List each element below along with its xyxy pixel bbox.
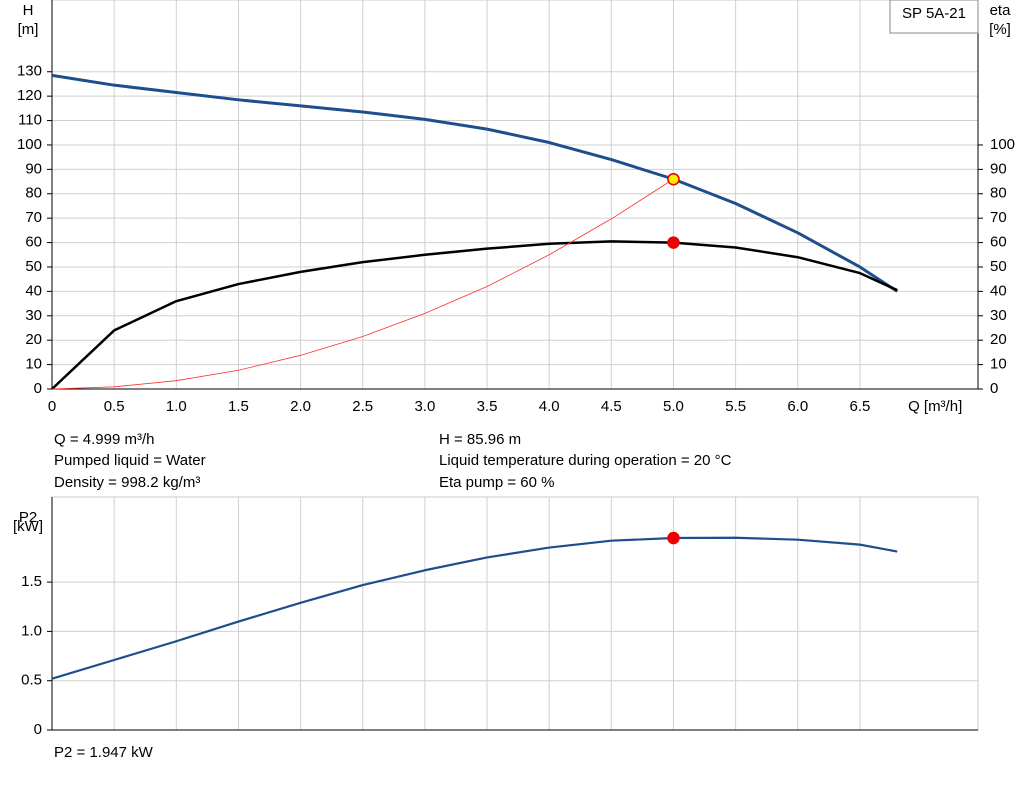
x-tick-label: 5.5	[725, 398, 746, 415]
series-line	[51, 178, 674, 390]
x-tick-label: 0	[48, 398, 56, 415]
plot-area	[51, 496, 979, 731]
info-text: Q = 4.999 m³/h	[54, 431, 154, 448]
x-tick-label: 1.5	[228, 398, 249, 415]
y-axis-label: P2	[19, 509, 37, 526]
y2-tick-label: 50	[990, 258, 1007, 275]
info-text: Density = 998.2 kg/m³	[54, 474, 200, 491]
y-tick-label: 120	[17, 87, 42, 104]
duty-point	[667, 236, 680, 249]
y-tick-label: 90	[25, 160, 42, 177]
y-tick-label: 130	[17, 63, 42, 80]
y2-tick-label: 30	[990, 307, 1007, 324]
label-box	[889, 0, 979, 34]
x-tick-label: 0.5	[104, 398, 125, 415]
series-line	[51, 73, 899, 293]
y-tick-label: 60	[25, 234, 42, 251]
x-tick-label: 3.5	[477, 398, 498, 415]
y2-tick-label: 70	[990, 209, 1007, 226]
y-axis-label: H	[23, 2, 34, 19]
y-tick-label: 0	[34, 721, 42, 738]
info-text: Liquid temperature during operation = 20…	[439, 452, 732, 469]
y2-tick-label: 0	[990, 380, 998, 397]
x-tick-label: 6.0	[787, 398, 808, 415]
y2-tick-label: 40	[990, 282, 1007, 299]
y2-tick-label: 80	[990, 185, 1007, 202]
duty-point	[667, 172, 680, 186]
y-tick-label: 1.0	[21, 622, 42, 639]
x-tick-label: 4.0	[539, 398, 560, 415]
y-tick-label: 40	[25, 282, 42, 299]
x-tick-label: 4.5	[601, 398, 622, 415]
footer-text: P2 = 1.947 kW	[54, 744, 154, 761]
x-tick-label: 3.0	[414, 398, 435, 415]
duty-point	[667, 531, 680, 545]
y-tick-label: 10	[25, 356, 42, 373]
y-tick-label: 0.5	[21, 672, 42, 689]
y2-tick-label: 90	[990, 160, 1007, 177]
y-tick-label: 0	[34, 380, 42, 397]
y2-tick-label: 60	[990, 234, 1007, 251]
y-axis-unit: [m]	[18, 21, 39, 38]
y-tick-label: 1.5	[21, 573, 42, 590]
y2-tick-label: 10	[990, 356, 1007, 373]
info-text: Pumped liquid = Water	[54, 452, 206, 469]
x-tick-label: 5.0	[663, 398, 684, 415]
y2-tick-label: 100	[990, 136, 1015, 153]
y-tick-label: 50	[25, 258, 42, 275]
x-tick-label: 2.0	[290, 398, 311, 415]
x-axis-label: Q [m³/h]	[908, 398, 962, 415]
y-tick-label: 80	[25, 185, 42, 202]
y-axis-unit: [kW]	[13, 518, 43, 535]
plot-area	[51, 0, 979, 390]
x-tick-label: 1.0	[166, 398, 187, 415]
x-tick-label: 6.5	[849, 398, 870, 415]
info-text: H = 85.96 m	[439, 431, 521, 448]
y-tick-label: 20	[25, 331, 42, 348]
y-tick-label: 100	[17, 136, 42, 153]
series-line	[51, 536, 898, 680]
y-tick-label: 70	[25, 209, 42, 226]
chart-label: SP 5A-21	[902, 5, 966, 22]
y2-axis-label: eta	[990, 2, 1012, 19]
x-tick-label: 2.5	[352, 398, 373, 415]
y-tick-label: 110	[18, 112, 42, 129]
y2-tick-label: 20	[990, 331, 1007, 348]
info-text: Eta pump = 60 %	[439, 474, 555, 491]
y2-axis-unit: [%]	[989, 21, 1011, 38]
y-tick-label: 30	[25, 307, 42, 324]
series-line	[51, 240, 898, 390]
